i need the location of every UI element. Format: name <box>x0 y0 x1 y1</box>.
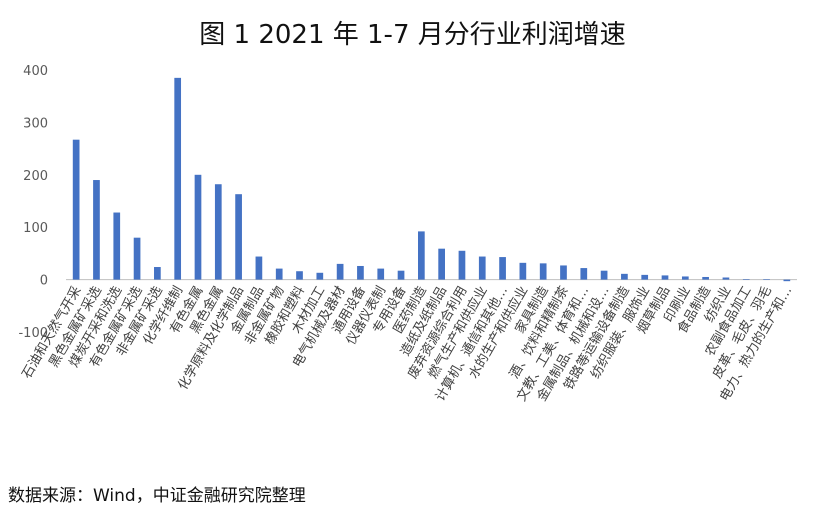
chart-title: 图 1 2021 年 1-7 月分行业利润增速 <box>199 20 626 50</box>
bar <box>357 265 364 280</box>
bar <box>174 77 182 280</box>
bar <box>519 262 527 280</box>
y-tick-label: 0 <box>40 274 48 289</box>
bar <box>600 270 608 280</box>
y-tick-label: -100 <box>18 326 48 341</box>
bar <box>661 275 669 280</box>
bar <box>621 273 628 280</box>
bar <box>681 276 689 280</box>
bar <box>742 279 750 280</box>
y-tick-label: 100 <box>23 221 48 236</box>
bar <box>316 272 324 280</box>
bar <box>478 256 486 280</box>
bar <box>580 268 588 280</box>
bar <box>539 263 547 280</box>
bar <box>397 270 405 280</box>
bar <box>722 277 730 280</box>
bar <box>702 276 709 280</box>
bar <box>418 231 425 280</box>
y-tick-label: 300 <box>23 116 48 131</box>
y-axis-ticks: 400 300 200 100 0 -100 <box>18 64 48 341</box>
bar <box>93 180 100 280</box>
bar <box>235 194 242 280</box>
bar <box>763 279 770 280</box>
bar <box>336 263 344 280</box>
y-tick-label: 200 <box>23 169 48 184</box>
y-tick-label: 400 <box>23 64 48 79</box>
bar-series <box>72 77 791 282</box>
bar <box>560 265 567 280</box>
bar <box>194 174 202 280</box>
bar <box>499 257 506 280</box>
bar <box>133 237 141 280</box>
bar <box>275 268 283 280</box>
bar <box>438 248 445 280</box>
bar <box>377 268 385 280</box>
bar <box>214 184 222 280</box>
bar <box>72 139 80 280</box>
bar <box>255 256 263 280</box>
bar <box>113 212 121 280</box>
bar <box>783 279 791 282</box>
bar <box>154 267 161 280</box>
bar <box>458 250 466 280</box>
bar <box>641 274 649 280</box>
category-labels: 石油和天然气开采黑色金属矿采选煤炭开采和洗选有色金属矿采选非金属矿采选化学纤维制… <box>19 283 796 404</box>
source-note: 数据来源：Wind，中证金融研究院整理 <box>8 486 306 506</box>
bar <box>296 271 303 280</box>
